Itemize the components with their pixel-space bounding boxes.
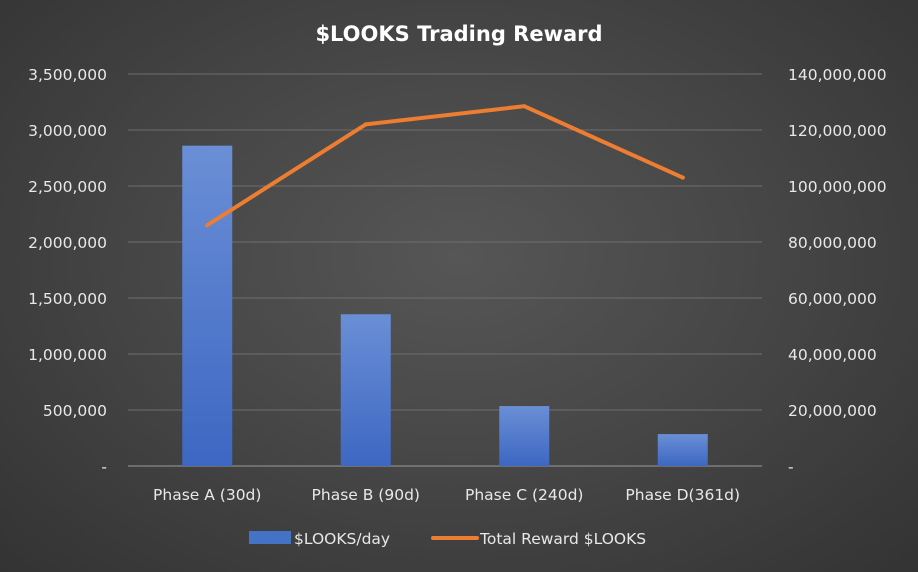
x-tick-label: Phase B (90d)	[312, 486, 420, 504]
x-tick-label: Phase A (30d)	[153, 486, 261, 504]
line-point	[205, 223, 210, 228]
legend: $LOOKS/day Total Reward $LOOKS	[249, 530, 646, 548]
y-left-tick-label: -	[101, 458, 107, 476]
chart-title: $LOOKS Trading Reward	[315, 22, 602, 46]
line-point	[522, 104, 527, 109]
bar	[657, 434, 708, 466]
x-tick-label: Phase C (240d)	[465, 486, 583, 504]
bar	[182, 145, 233, 466]
bar-series	[182, 145, 708, 466]
axes: - - 500,000 20,000,000 1,000,000 40,000,000 1,…	[28, 66, 887, 504]
line-point	[363, 122, 368, 127]
y-right-tick-label: 100,000,000	[788, 178, 887, 196]
bar	[499, 406, 550, 466]
total-reward-line	[205, 104, 685, 228]
legend-label-looks-per-day: $LOOKS/day	[294, 530, 390, 548]
line-point	[680, 175, 685, 180]
y-left-tick-label: 3,500,000	[28, 66, 107, 84]
y-left-tick-label: 500,000	[43, 402, 107, 420]
grid-lines	[128, 73, 762, 411]
y-right-tick-label: 80,000,000	[788, 234, 877, 252]
y-left-tick-label: 3,000,000	[28, 122, 107, 140]
y-left-tick-label: 1,000,000	[28, 346, 107, 364]
y-right-tick-label: 40,000,000	[788, 346, 877, 364]
y-right-tick-label: 20,000,000	[788, 402, 877, 420]
y-right-tick-label: 120,000,000	[788, 122, 887, 140]
y-left-tick-label: 2,500,000	[28, 178, 107, 196]
legend-swatch-looks-per-day	[249, 531, 291, 544]
y-right-tick-label: 60,000,000	[788, 290, 877, 308]
y-right-tick-label: 140,000,000	[788, 66, 887, 84]
line-series	[205, 104, 685, 228]
bar	[340, 314, 391, 466]
y-left-tick-label: 1,500,000	[28, 290, 107, 308]
legend-label-total-reward: Total Reward $LOOKS	[479, 530, 646, 548]
x-tick-label: Phase D(361d)	[625, 486, 740, 504]
y-left-tick-label: 2,000,000	[28, 234, 107, 252]
y-right-tick-label: -	[788, 458, 794, 476]
